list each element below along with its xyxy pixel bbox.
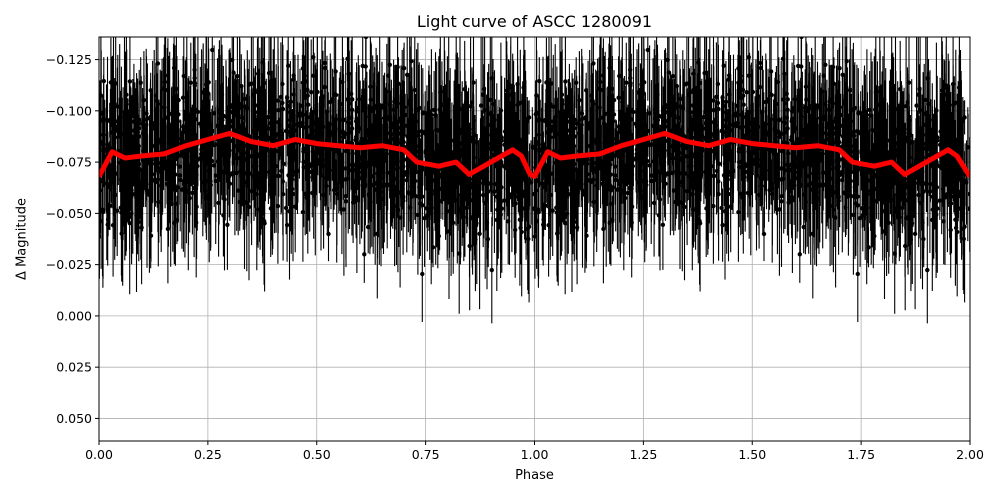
x-tick-label: 1.75 [847,447,875,462]
y-tick-label: −0.125 [46,52,92,67]
y-tick-label: 0.025 [56,360,92,375]
x-tick-label: 0.50 [303,447,331,462]
y-tick-label: −0.025 [46,257,92,272]
x-tick-label: 1.50 [738,447,766,462]
x-axis-label: Phase [515,468,554,483]
smoothed-curve [99,130,970,179]
chart-title: Light curve of ASCC 1280091 [416,12,653,31]
x-tick-label: 0.00 [85,447,113,462]
x-tick-label: 0.25 [194,447,222,462]
y-tick-label: −0.075 [46,155,92,170]
y-tick-label: −0.100 [46,103,92,118]
y-tick-label: −0.050 [46,206,92,221]
x-tick-label: 1.25 [629,447,657,462]
x-tick-label: 0.75 [412,447,440,462]
x-tick-label: 2.00 [956,447,984,462]
x-axis-ticks: 0.00 0.25 0.50 0.75 1.00 1.25 1.50 1.75 2.00 [85,441,984,462]
x-tick-label: 1.00 [521,447,549,462]
data-markers [99,37,970,277]
y-axis-ticks: −0.125 −0.100 −0.075 −0.050 −0.025 0.000 0.025… [46,52,99,426]
y-tick-label: 0.000 [56,308,92,323]
y-tick-label: 0.050 [56,411,92,426]
